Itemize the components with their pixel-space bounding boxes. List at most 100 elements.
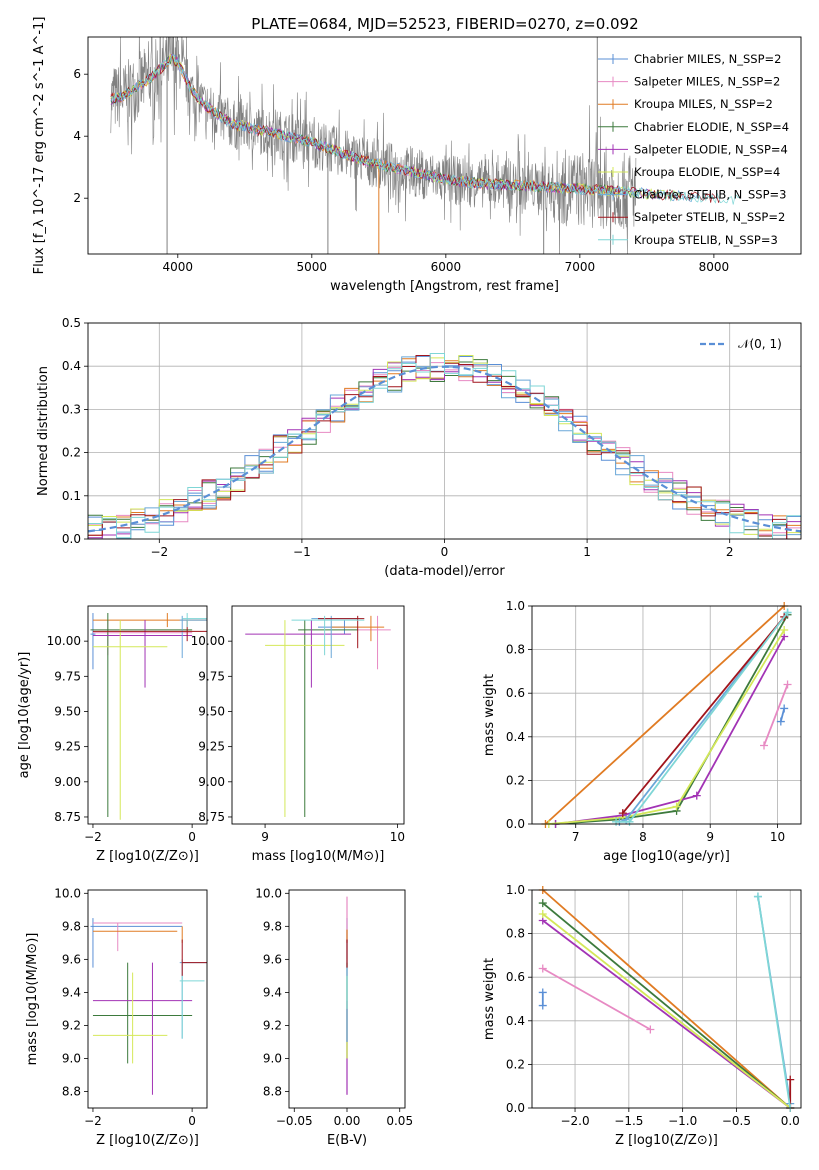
x-tick-label: 1 xyxy=(583,545,591,559)
x-tick-label: 0.0 xyxy=(781,1114,800,1128)
y-tick-label: 9.50 xyxy=(198,704,225,718)
y-tick-label: 0.0 xyxy=(506,1101,525,1115)
series-line xyxy=(542,902,791,1109)
data-point-marker xyxy=(783,680,792,689)
axes-frame xyxy=(231,605,405,825)
x-tick-label: 0 xyxy=(441,545,449,559)
y-tick-label: 0.0 xyxy=(62,532,81,546)
x-axis-label: Z [log10(Z/Z⊙)] xyxy=(96,1133,199,1148)
series-line xyxy=(622,616,785,814)
y-tick-label: 2 xyxy=(73,191,81,205)
data-point-marker xyxy=(780,625,789,634)
y-axis-label: age [log10(age/yr)] xyxy=(17,652,32,779)
spectrum-panel: 4000 5000 6000 7000 8000 2 4 6 wavelength [Angst… xyxy=(32,17,802,294)
y-tick-label: 0.4 xyxy=(62,359,81,373)
x-axis-label: Z [log10(Z/Z⊙)] xyxy=(96,849,199,864)
mass-vs-metallicity-panel: −2 0 8.8 9.0 9.2 9.4 9.6 9.8 10.0 Z [log10(Z/Z⊙)]… xyxy=(25,886,208,1148)
data-point-marker xyxy=(618,809,627,818)
data-point-marker xyxy=(538,899,547,908)
histogram-series xyxy=(88,362,801,540)
y-tick-label: 9.6 xyxy=(62,952,81,966)
x-tick-label: 0.00 xyxy=(334,1114,361,1128)
y-tick-label: 4 xyxy=(73,129,81,143)
data-point-marker xyxy=(625,817,634,826)
y-tick-label: 9.00 xyxy=(54,775,81,789)
y-axis-label: Normed distribution xyxy=(36,366,51,496)
legend-label: Salpeter STELIB, N_SSP=2 xyxy=(634,210,785,224)
y-tick-label: 0.0 xyxy=(506,817,525,831)
y-tick-label: 0.8 xyxy=(506,927,525,941)
legend-label: Chabrier STELIB, N_SSP=3 xyxy=(634,188,786,202)
data-point-marker xyxy=(672,802,681,811)
x-tick-label: −0.5 xyxy=(722,1114,751,1128)
residual-histogram-panel: −2 −1 0 1 2 0.0 0.1 0.2 0.3 0.4 0.5 (data-model)/er… xyxy=(36,316,802,579)
y-axis-label: mass [log10(M/M⊙)] xyxy=(25,933,40,1066)
y-tick-label: 0.2 xyxy=(62,446,81,460)
axes-frame xyxy=(288,889,406,1109)
mass-vs-ebv-panel: −0.05 0.00 0.05 8.8 9.0 9.2 9.4 9.6 9.8 10.0 E(B-V… xyxy=(255,886,413,1148)
legend-label: Chabrier MILES, N_SSP=2 xyxy=(634,52,781,66)
x-tick-label: 9 xyxy=(261,830,269,844)
y-tick-label: 0.1 xyxy=(62,489,81,503)
legend-label: Chabrier ELODIE, N_SSP=4 xyxy=(634,120,789,134)
y-tick-label: 9.75 xyxy=(54,669,81,683)
y-tick-label: 9.2 xyxy=(62,1018,81,1032)
y-tick-label: 8.8 xyxy=(62,1084,81,1098)
y-tick-label: 9.8 xyxy=(62,919,81,933)
model-spectrum-line xyxy=(110,54,740,205)
model-spectrum-line xyxy=(110,54,721,203)
axes-frame xyxy=(87,605,208,825)
data-point-marker xyxy=(538,964,547,973)
x-tick-label: 6000 xyxy=(431,260,462,274)
series-line xyxy=(544,605,785,825)
x-axis-label: wavelength [Angstrom, rest frame] xyxy=(330,279,559,294)
data-point-marker xyxy=(753,892,762,901)
data-point-marker xyxy=(780,704,789,713)
x-tick-label: 0.05 xyxy=(386,1114,413,1128)
series-line xyxy=(555,636,785,825)
x-tick-label: −1 xyxy=(293,545,311,559)
data-point-marker xyxy=(538,988,547,997)
y-tick-label: 9.0 xyxy=(62,1051,81,1065)
y-tick-label: 9.75 xyxy=(198,669,225,683)
data-point-marker xyxy=(760,741,769,750)
normal-distribution-curve xyxy=(87,365,802,533)
model-spectrum-line xyxy=(110,56,700,202)
y-tick-label: 8.75 xyxy=(54,810,81,824)
x-tick-label: 2 xyxy=(726,545,734,559)
y-tick-label: 0.8 xyxy=(506,643,525,657)
axes-frame xyxy=(531,889,802,1109)
data-point-marker xyxy=(646,1025,655,1034)
x-tick-label: −0.05 xyxy=(276,1114,313,1128)
y-tick-label: 9.25 xyxy=(198,740,225,754)
legend-label: Salpeter ELODIE, N_SSP=4 xyxy=(634,142,788,156)
x-axis-label: Z [log10(Z/Z⊙)] xyxy=(615,1133,718,1148)
x-axis-label: mass [log10(M/M⊙)] xyxy=(252,849,385,864)
y-tick-label: 0.6 xyxy=(506,970,525,984)
y-tick-label: 0.4 xyxy=(506,730,525,744)
x-tick-label: −2 xyxy=(150,545,168,559)
x-tick-label: 4000 xyxy=(163,260,194,274)
x-tick-label: 9 xyxy=(706,830,714,844)
histogram-series xyxy=(88,353,801,540)
figure-title: PLATE=0684, MJD=52523, FIBERID=0270, z=0… xyxy=(251,15,638,33)
y-tick-label: 0.2 xyxy=(506,773,525,787)
y-tick-label: 9.4 xyxy=(263,985,282,999)
y-axis-label: mass weight xyxy=(482,674,497,756)
series-line xyxy=(542,913,791,1109)
data-point-marker xyxy=(538,909,547,918)
observed-spectrum-line xyxy=(110,37,637,254)
data-point-marker xyxy=(786,1075,795,1084)
axes-frame xyxy=(87,322,802,540)
y-tick-label: 1.0 xyxy=(506,599,525,613)
legend-label: Salpeter MILES, N_SSP=2 xyxy=(634,75,780,89)
y-tick-label: 0.6 xyxy=(506,686,525,700)
y-axis-label: mass weight xyxy=(482,958,497,1040)
x-tick-label: −2.0 xyxy=(560,1114,589,1128)
data-point-marker xyxy=(538,1001,547,1010)
x-tick-label: 7 xyxy=(572,830,580,844)
data-point-marker xyxy=(692,791,701,800)
axes-frame xyxy=(87,36,802,255)
y-tick-label: 1.0 xyxy=(506,883,525,897)
